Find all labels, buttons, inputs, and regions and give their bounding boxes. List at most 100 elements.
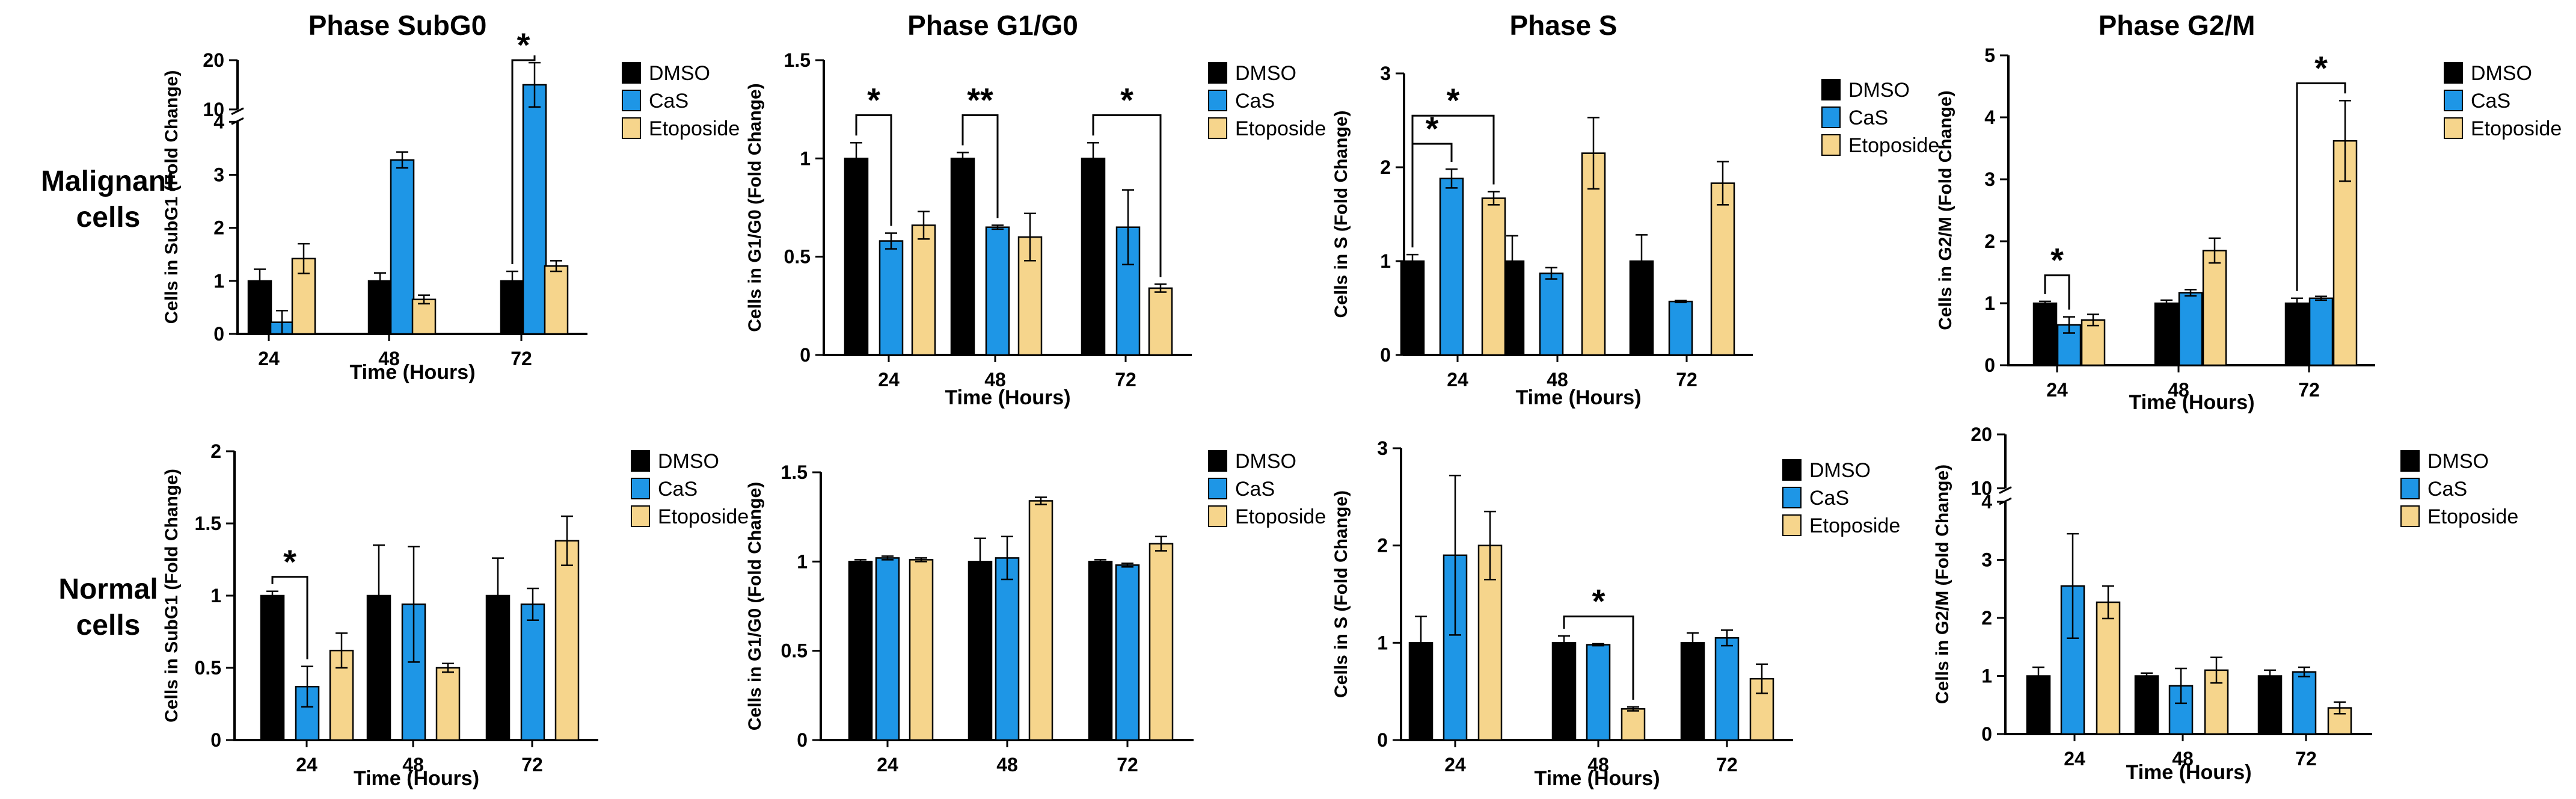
x-tick-label: 72 bbox=[2295, 748, 2317, 770]
bar-etoposide-72 bbox=[1148, 543, 1174, 741]
y-tick-label: 1 bbox=[800, 147, 811, 169]
x-tick-label: 48 bbox=[984, 369, 1006, 390]
bar-dmso-72 bbox=[2284, 302, 2310, 366]
x-tick-label: 24 bbox=[878, 369, 900, 390]
x-tick-label: 72 bbox=[1115, 369, 1136, 390]
legend-label-dmso: DMSO bbox=[649, 62, 710, 85]
bar-dmso-24 bbox=[1400, 260, 1425, 356]
y-tick-label: 1 bbox=[210, 585, 221, 606]
y-tick-label: 1.5 bbox=[781, 461, 808, 483]
bar-dmso-24 bbox=[2032, 302, 2058, 366]
y-tick-label: 3 bbox=[213, 164, 224, 186]
axis-break-mark bbox=[1999, 486, 2012, 494]
x-axis-label: Time (Hours) bbox=[1534, 767, 1660, 790]
y-axis-label: Cells in G1/G0 (Fold Change) bbox=[745, 83, 765, 332]
y-tick-label: 2 bbox=[1984, 230, 1995, 252]
legend-label-etoposide: Etoposide bbox=[1848, 134, 1939, 157]
significance-marker: * bbox=[2314, 49, 2328, 87]
legend-label-cas: CaS bbox=[2471, 90, 2510, 113]
x-tick-label: 24 bbox=[2064, 748, 2085, 770]
bar-cas-72 bbox=[1115, 564, 1140, 741]
bar-etoposide-48 bbox=[435, 667, 461, 741]
x-axis-label: Time (Hours) bbox=[349, 361, 475, 384]
bar-etoposide-24 bbox=[911, 224, 936, 356]
legend-swatch-cas bbox=[2444, 90, 2463, 111]
legend-label-cas: CaS bbox=[1848, 106, 1888, 129]
chart-title: Phase G1/G0 bbox=[907, 10, 1078, 41]
bar-dmso-24 bbox=[2026, 675, 2051, 735]
bar-cas-72 bbox=[522, 84, 547, 335]
bar-etoposide-48 bbox=[411, 298, 437, 335]
bar-etoposide-48 bbox=[1621, 708, 1646, 741]
legend-label-dmso: DMSO bbox=[1848, 79, 1910, 102]
x-tick-label: 72 bbox=[1676, 369, 1697, 390]
y-axis-label: Cells in SubG1 (Fold Change) bbox=[162, 70, 182, 324]
significance-bracket bbox=[511, 55, 536, 264]
bar-cas-48 bbox=[390, 159, 415, 335]
x-tick-label: 48 bbox=[1547, 369, 1568, 390]
bar-etoposide-72 bbox=[1710, 182, 1735, 356]
bar-dmso-48 bbox=[2154, 302, 2179, 366]
y-axis-label: Cells in S (Fold Change) bbox=[1331, 490, 1351, 698]
y-axis-label: Cells in G2/M (Fold Change) bbox=[1936, 90, 1955, 330]
y-tick-label: 3 bbox=[1981, 549, 1992, 571]
y-tick-label: 3 bbox=[1984, 168, 1995, 190]
x-tick-label: 72 bbox=[511, 348, 532, 369]
legend-swatch-etoposide bbox=[2400, 505, 2420, 527]
y-tick-label: 1 bbox=[213, 270, 224, 292]
bar-dmso-72 bbox=[2257, 675, 2283, 735]
bar-cas-24 bbox=[879, 240, 904, 356]
significance-bracket bbox=[961, 114, 999, 218]
legend-label-dmso: DMSO bbox=[1235, 62, 1296, 85]
significance-bracket bbox=[2044, 274, 2070, 310]
legend-swatch-cas bbox=[622, 90, 641, 111]
significance-bracket bbox=[1411, 114, 1495, 248]
bar-etoposide-72 bbox=[544, 265, 569, 335]
chart-n_g1g0: 0 0.5 1 1.5 24 48 72 Cells in G1/G0 (Fold Chang… bbox=[745, 450, 1326, 776]
significance-marker: * bbox=[283, 543, 296, 581]
x-tick-label: 48 bbox=[996, 754, 1018, 776]
x-tick-label: 24 bbox=[877, 754, 898, 776]
legend-label-etoposide: Etoposide bbox=[1235, 117, 1326, 140]
legend-swatch-etoposide bbox=[1821, 134, 1841, 156]
x-tick-label: 24 bbox=[1444, 754, 1466, 776]
legend-label-cas: CaS bbox=[1235, 478, 1275, 501]
bar-dmso-72 bbox=[1088, 561, 1113, 741]
legend-swatch-cas bbox=[631, 478, 650, 499]
legend-swatch-etoposide bbox=[1208, 117, 1227, 139]
legend-swatch-dmso bbox=[622, 62, 641, 84]
legend-label-dmso: DMSO bbox=[658, 450, 719, 473]
row-label-normal: Normal cells bbox=[58, 573, 158, 641]
y-tick-label: 2 bbox=[1380, 156, 1391, 178]
bar-dmso-72 bbox=[1081, 158, 1106, 356]
bar-etoposide-48 bbox=[2202, 250, 2227, 366]
significance-bracket bbox=[1092, 114, 1162, 277]
x-axis-label: Time (Hours) bbox=[945, 386, 1070, 409]
bar-dmso-48 bbox=[367, 280, 393, 335]
bar-etoposide-48 bbox=[1028, 500, 1053, 741]
y-tick-label: 2 bbox=[210, 440, 221, 462]
chart-n_subg0: 0 0.5 1 1.5 2 24 48 72 Time (Hours) Cells in SubG… bbox=[162, 440, 749, 790]
x-tick-label: 72 bbox=[2298, 379, 2320, 401]
legend-swatch-dmso bbox=[1821, 79, 1841, 100]
y-tick-label: 0 bbox=[1380, 344, 1391, 366]
bar-etoposide-72 bbox=[554, 540, 580, 741]
legend-swatch-dmso bbox=[631, 450, 650, 472]
y-axis-label: Cells in G2/M (Fold Change) bbox=[1933, 464, 1952, 704]
chart-m_subg0: Phase SubG0 0 1 2 3 410 20 24 48 72 Time (Hours) Ce… bbox=[162, 10, 740, 384]
y-tick-label: 0 bbox=[1981, 723, 1992, 745]
bar-dmso-24 bbox=[260, 594, 285, 741]
legend-swatch-etoposide bbox=[1782, 514, 1802, 536]
x-axis-label: Time (Hours) bbox=[2126, 761, 2251, 784]
y-tick-label: 1 bbox=[1981, 665, 1992, 687]
bar-cas-72 bbox=[2292, 671, 2317, 735]
legend-label-dmso: DMSO bbox=[1235, 450, 1296, 473]
bar-dmso-72 bbox=[1680, 642, 1705, 741]
y-tick-label: 2 bbox=[213, 217, 224, 239]
row-label-malignant: Malignant cells bbox=[41, 165, 176, 233]
chart-title: Phase S bbox=[1510, 10, 1618, 41]
bar-etoposide-72 bbox=[1148, 287, 1173, 356]
legend-swatch-etoposide bbox=[1208, 505, 1227, 527]
